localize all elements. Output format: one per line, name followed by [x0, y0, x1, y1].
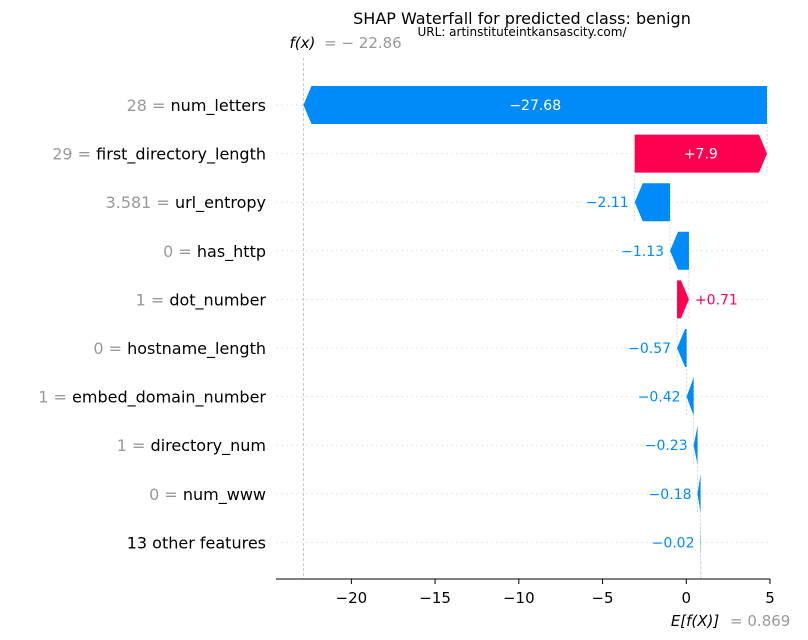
x-tick-label: −5	[591, 589, 613, 607]
feature-name: first_directory_length	[96, 145, 266, 165]
shap-bar-7	[693, 426, 698, 465]
shap-bar-8	[697, 474, 701, 513]
feature-value: 29 =	[52, 145, 96, 164]
feature-value: 28 =	[127, 96, 171, 115]
shap-value-label: +7.9	[684, 147, 718, 163]
x-tick-label: 0	[681, 589, 691, 607]
feature-label: 29 = first_directory_length	[52, 145, 266, 165]
shap-value-label: −0.23	[645, 438, 688, 454]
base-value: = 0.869	[730, 612, 790, 630]
feature-name: dot_number	[169, 290, 266, 310]
x-tick-label: −15	[419, 589, 451, 607]
feature-label: 28 = num_letters	[127, 96, 266, 116]
feature-name: num_www	[183, 485, 266, 505]
labels-layer: −27.68 28 = num_letters +7.9 29 = first_dir…	[38, 96, 738, 552]
feature-value: 3.581 =	[106, 193, 175, 212]
chart-subtitle: URL: artinstituteintkansascity.com/	[418, 25, 628, 39]
feature-name: url_entropy	[175, 193, 266, 213]
shap-bar-4	[677, 280, 689, 319]
shap-bar-1	[634, 134, 767, 173]
feature-name: 13 other features	[127, 533, 266, 552]
feature-label: 13 other features	[127, 533, 266, 552]
feature-label: 1 = directory_num	[117, 436, 266, 456]
x-tick-label: −20	[336, 589, 368, 607]
feature-name: embed_domain_number	[72, 388, 266, 408]
shap-value-label: −0.02	[652, 535, 695, 551]
shap-bar-6	[686, 377, 694, 416]
axis-layer: −20 −15 −10 −5 0 5	[276, 578, 775, 607]
connector-layer	[303, 58, 768, 579]
shap-value-label: −2.11	[586, 195, 629, 211]
feature-name: num_letters	[171, 96, 266, 116]
bars-layer	[303, 86, 767, 562]
feature-value: 1 =	[38, 388, 72, 407]
feature-value: 0 =	[93, 339, 127, 358]
feature-label: 1 = embed_domain_number	[38, 388, 266, 408]
feature-name: hostname_length	[127, 339, 266, 359]
x-tick-label: −10	[503, 589, 535, 607]
shap-bar-2	[634, 183, 671, 222]
x-tick-label: 5	[765, 589, 775, 607]
feature-name: directory_num	[151, 436, 266, 456]
shap-value-label: −0.42	[638, 390, 681, 406]
shap-value-label: −27.68	[509, 98, 561, 114]
base-annotation: E[f(X)] = 0.869	[671, 612, 791, 630]
feature-label: 1 = dot_number	[136, 290, 267, 310]
fx-annotation: f(x) = − 22.86	[289, 34, 401, 52]
shap-value-label: +0.71	[695, 292, 738, 308]
shap-value-label: −0.18	[649, 487, 692, 503]
feature-label: 0 = num_www	[149, 485, 266, 505]
chart-title: SHAP Waterfall for predicted class: beni…	[353, 9, 691, 28]
feature-name: has_http	[197, 242, 266, 262]
feature-label: 0 = hostname_length	[93, 339, 266, 359]
feature-value: 1 =	[117, 436, 151, 455]
feature-label: 3.581 = url_entropy	[106, 193, 266, 213]
base-label: E[f(X)]	[671, 612, 720, 630]
shap-value-label: −1.13	[621, 244, 664, 260]
feature-value: 0 =	[149, 485, 183, 504]
fx-label: f(x)	[289, 34, 315, 52]
shap-value-label: −0.57	[628, 341, 671, 357]
shap-bar-0	[303, 86, 767, 124]
feature-value: 1 =	[136, 290, 170, 309]
feature-label: 0 = has_http	[163, 242, 266, 262]
fx-value: = − 22.86	[324, 34, 402, 52]
feature-value: 0 =	[163, 242, 197, 261]
shap-bar-3	[670, 231, 689, 270]
shap-bar-5	[677, 329, 687, 367]
